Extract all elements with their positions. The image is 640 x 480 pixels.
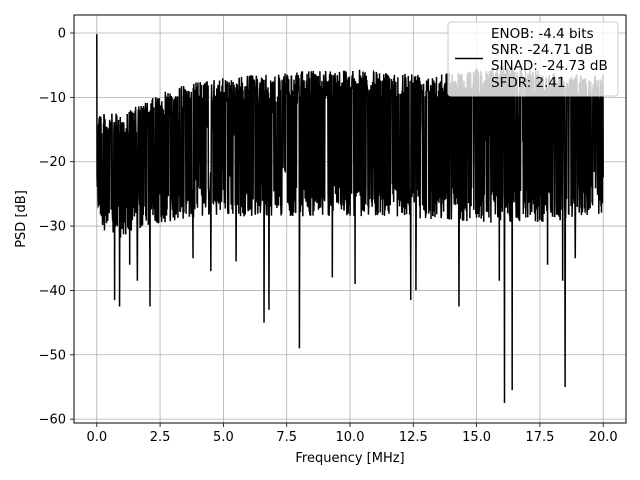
x-axis-ticks: 0.0 2.5 5.0 7.5 10.0 12.5 15.0 17.5 20.0 <box>86 423 618 445</box>
legend-box <box>447 21 619 97</box>
y-tick-label: −10 <box>39 91 66 106</box>
x-tick-label: 0.0 <box>86 430 107 445</box>
legend-sinad: SINAD: -24.73 dB <box>491 58 608 74</box>
legend-enob: ENOB: -4.4 bits <box>491 26 594 42</box>
y-tick-label: −20 <box>39 155 66 170</box>
plot-area <box>96 34 604 404</box>
legend: ENOB: -4.4 bits SNR: -24.71 dB SINAD: -2… <box>447 21 619 97</box>
x-axis-label: Frequency [MHz] <box>295 451 404 466</box>
x-tick-label: 17.5 <box>525 430 554 445</box>
legend-snr: SNR: -24.71 dB <box>491 42 593 58</box>
x-tick-label: 20.0 <box>589 430 618 445</box>
y-tick-label: −30 <box>39 220 66 235</box>
legend-sfdr: SFDR: 2.41 <box>491 75 566 91</box>
x-tick-label: 7.5 <box>276 430 297 445</box>
x-tick-label: 12.5 <box>399 430 428 445</box>
x-tick-label: 10.0 <box>336 430 365 445</box>
x-tick-label: 5.0 <box>213 430 234 445</box>
y-axis-ticks: 0 −10 −20 −30 −40 −50 −60 <box>39 27 74 428</box>
y-tick-label: 0 <box>58 27 66 42</box>
x-tick-label: 2.5 <box>150 430 171 445</box>
y-tick-label: −60 <box>39 413 66 428</box>
psd-series-line <box>96 34 604 404</box>
y-tick-label: −50 <box>39 348 66 363</box>
x-tick-label: 15.0 <box>462 430 491 445</box>
y-tick-label: −40 <box>39 284 66 299</box>
y-axis-label: PSD [dB] <box>14 190 29 248</box>
